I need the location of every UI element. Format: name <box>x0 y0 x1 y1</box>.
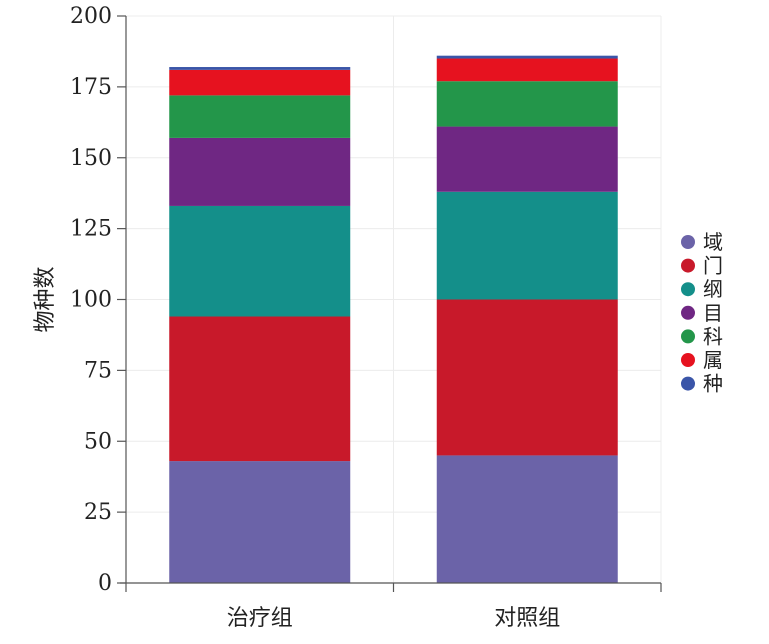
y-tick-label: 125 <box>70 217 112 242</box>
y-tick-label: 0 <box>98 571 112 596</box>
y-tick-label: 175 <box>70 75 112 100</box>
y-tick-label: 100 <box>70 288 112 313</box>
legend-marker <box>681 258 695 273</box>
bar-segment <box>436 455 618 583</box>
bar-segment <box>436 299 618 456</box>
bar-segment <box>436 58 618 82</box>
y-tick-label: 25 <box>84 500 112 525</box>
bar-segment <box>169 67 351 70</box>
bar-segment <box>436 81 618 127</box>
y-tick-label: 50 <box>84 429 112 454</box>
legend-label: 种 <box>703 372 723 396</box>
bar-segment <box>169 69 351 96</box>
legend-label: 目 <box>703 301 723 325</box>
bar-segment <box>169 461 351 583</box>
bar-segment <box>169 316 351 462</box>
legend-label: 科 <box>703 324 723 348</box>
legend-marker <box>681 305 695 320</box>
bar-segment <box>436 191 618 300</box>
y-tick-label: 200 <box>70 4 112 29</box>
legend-label: 门 <box>703 254 723 278</box>
legend-marker <box>681 329 695 344</box>
legend-marker <box>681 282 695 297</box>
bar-segment <box>169 137 351 206</box>
bar-segment <box>436 126 618 192</box>
legend-marker <box>681 353 695 367</box>
y-tick-label: 150 <box>70 146 112 171</box>
legend-label: 域 <box>703 230 723 254</box>
x-tick-label: 治疗组 <box>227 606 293 631</box>
bar-segment <box>436 55 618 59</box>
legend-marker <box>681 235 695 249</box>
y-axis-title: 物种数 <box>33 266 58 332</box>
x-tick-label: 对照组 <box>494 606 560 631</box>
legend-label: 属 <box>703 348 723 372</box>
legend-label: 纲 <box>703 277 723 301</box>
bar-segment <box>169 205 351 317</box>
y-tick-label: 75 <box>84 358 112 383</box>
bar-segment <box>169 95 351 138</box>
legend-marker <box>681 376 695 391</box>
